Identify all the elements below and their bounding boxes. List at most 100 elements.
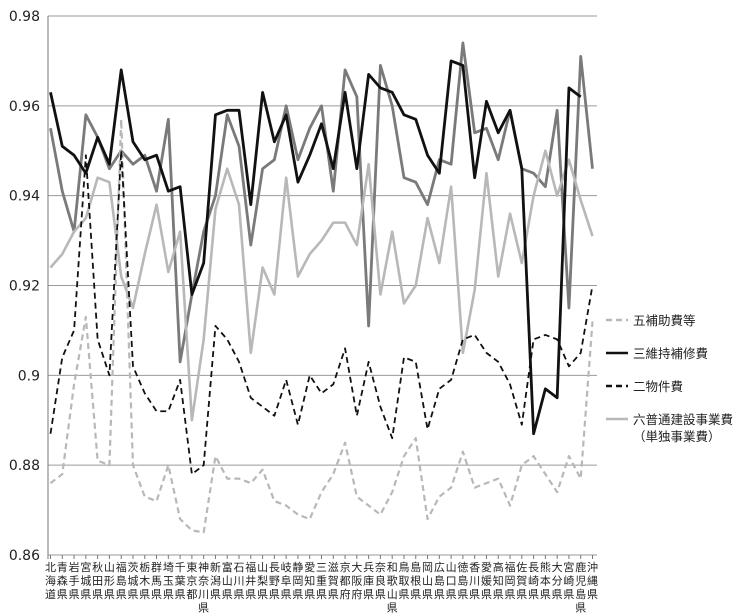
x-tick-char: 茨 bbox=[127, 560, 138, 574]
legend-label: 三維持補修費 bbox=[633, 346, 708, 361]
x-tick-char: 愛 bbox=[304, 561, 315, 574]
x-tick-char: 県 bbox=[304, 588, 315, 601]
x-tick-label: 山形県 bbox=[104, 561, 115, 601]
x-tick-char: 静 bbox=[292, 560, 303, 574]
x-tick-char: 宮 bbox=[563, 560, 574, 574]
x-tick-label: 山梨県 bbox=[257, 561, 268, 601]
x-tick-char: 滋 bbox=[328, 561, 339, 574]
x-tick-char: 県 bbox=[234, 588, 245, 601]
x-tick-label: 奈良県 bbox=[375, 560, 386, 601]
x-tick-label: 愛知県 bbox=[304, 561, 315, 601]
x-tick-char: 徳 bbox=[457, 561, 468, 574]
x-tick-char: 県 bbox=[69, 588, 80, 601]
x-tick-char: 岡 bbox=[292, 575, 303, 588]
x-tick-char: 県 bbox=[434, 588, 445, 601]
x-tick-char: 県 bbox=[269, 588, 280, 601]
x-tick-char: 分 bbox=[552, 575, 563, 588]
x-tick-char: 口 bbox=[446, 575, 457, 588]
x-tick-char: 阪 bbox=[351, 574, 362, 588]
x-tick-label: 栃木県 bbox=[139, 560, 150, 601]
x-tick-char: 千 bbox=[175, 561, 186, 574]
x-tick-char: 県 bbox=[563, 588, 574, 601]
x-tick-char: 庫 bbox=[363, 574, 374, 588]
x-tick-label: 北海道 bbox=[45, 561, 56, 601]
y-tick-label: 0.94 bbox=[9, 189, 40, 205]
x-tick-char: 県 bbox=[493, 588, 504, 601]
x-tick-label: 香川県 bbox=[469, 561, 480, 601]
x-tick-char: 秋 bbox=[92, 560, 103, 574]
x-tick-char: 縄 bbox=[587, 574, 598, 588]
x-tick-char: 高 bbox=[493, 560, 504, 574]
x-tick-char: 県 bbox=[316, 588, 327, 601]
x-tick-char: 城 bbox=[80, 575, 91, 588]
x-tick-char: 和 bbox=[387, 561, 398, 574]
x-tick-label: 宮崎県 bbox=[563, 560, 574, 601]
x-tick-char: 三 bbox=[316, 561, 327, 574]
x-tick-char: 県 bbox=[57, 588, 68, 601]
x-tick-label: 群馬県 bbox=[151, 560, 162, 601]
x-tick-label: 埼玉県 bbox=[163, 560, 174, 601]
x-tick-char: 石 bbox=[234, 561, 245, 574]
x-tick-label: 東京都 bbox=[186, 561, 197, 601]
x-tick-char: 大 bbox=[351, 560, 362, 574]
x-tick-label: 富山県 bbox=[222, 560, 233, 601]
x-axis: 北海道青森県岩手県宮城県秋田県山形県福島県茨城県栃木県群馬県埼玉県千葉県東京都神… bbox=[45, 555, 598, 614]
x-tick-char: 県 bbox=[127, 588, 138, 601]
x-tick-char: 県 bbox=[163, 588, 174, 601]
x-tick-label: 長崎県 bbox=[528, 561, 539, 601]
x-tick-char: 県 bbox=[151, 588, 162, 601]
y-tick-label: 0.96 bbox=[9, 99, 40, 115]
x-tick-char: 山 bbox=[257, 561, 268, 574]
x-tick-label: 秋田県 bbox=[92, 560, 103, 601]
legend-label: 六普通建設事業費 bbox=[633, 412, 733, 427]
x-tick-char: 熊 bbox=[540, 560, 551, 574]
y-tick-label: 0.98 bbox=[9, 9, 40, 25]
x-tick-label: 静岡県 bbox=[292, 560, 303, 601]
x-tick-char: 兵 bbox=[363, 561, 374, 574]
legend-label-line2: （単独事業費） bbox=[633, 429, 721, 444]
x-tick-char: 大 bbox=[552, 560, 563, 574]
x-tick-label: 大分県 bbox=[552, 560, 563, 601]
x-tick-char: 岩 bbox=[69, 560, 80, 574]
x-tick-char: 取 bbox=[398, 575, 409, 588]
x-tick-char: 葉 bbox=[175, 574, 186, 588]
x-tick-label: 高知県 bbox=[493, 560, 504, 601]
x-tick-label: 福井県 bbox=[245, 560, 256, 601]
x-tick-char: 県 bbox=[104, 588, 115, 601]
x-tick-char: 川 bbox=[234, 575, 245, 588]
x-tick-char: 崎 bbox=[563, 574, 574, 588]
x-tick-char: 県 bbox=[387, 602, 398, 614]
x-tick-char: 香 bbox=[469, 561, 480, 574]
x-tick-char: 群 bbox=[151, 560, 162, 574]
x-tick-char: 根 bbox=[410, 574, 421, 588]
x-tick-char: 府 bbox=[351, 587, 362, 601]
x-tick-char: 県 bbox=[469, 588, 480, 601]
x-tick-char: 県 bbox=[281, 588, 292, 601]
x-tick-char: 県 bbox=[139, 588, 150, 601]
x-tick-label: 新潟県 bbox=[210, 560, 221, 601]
x-tick-char: 島 bbox=[116, 574, 127, 588]
x-tick-char: 県 bbox=[587, 588, 598, 601]
x-tick-char: 島 bbox=[575, 587, 586, 601]
series-group bbox=[49, 41, 594, 534]
x-tick-char: 山 bbox=[387, 588, 398, 601]
x-tick-char: 県 bbox=[245, 588, 256, 601]
y-tick-label: 0.9 bbox=[18, 368, 40, 384]
x-tick-char: 県 bbox=[292, 588, 303, 601]
x-tick-char: 県 bbox=[257, 588, 268, 601]
x-tick-label: 京都府 bbox=[340, 560, 351, 601]
x-tick-label: 鹿児島県 bbox=[575, 560, 586, 614]
x-tick-char: 岐 bbox=[281, 561, 292, 574]
x-tick-char: 青 bbox=[57, 561, 68, 574]
x-tick-char: 広 bbox=[434, 561, 445, 574]
x-tick-char: 県 bbox=[410, 588, 421, 601]
x-tick-label: 和歌山県 bbox=[387, 561, 398, 614]
x-tick-char: 愛 bbox=[481, 561, 492, 574]
x-tick-char: 長 bbox=[528, 561, 539, 574]
x-tick-label: 岐阜県 bbox=[281, 561, 292, 601]
x-tick-char: 県 bbox=[210, 588, 221, 601]
x-tick-char: 良 bbox=[375, 574, 386, 588]
x-tick-char: 県 bbox=[198, 602, 209, 614]
